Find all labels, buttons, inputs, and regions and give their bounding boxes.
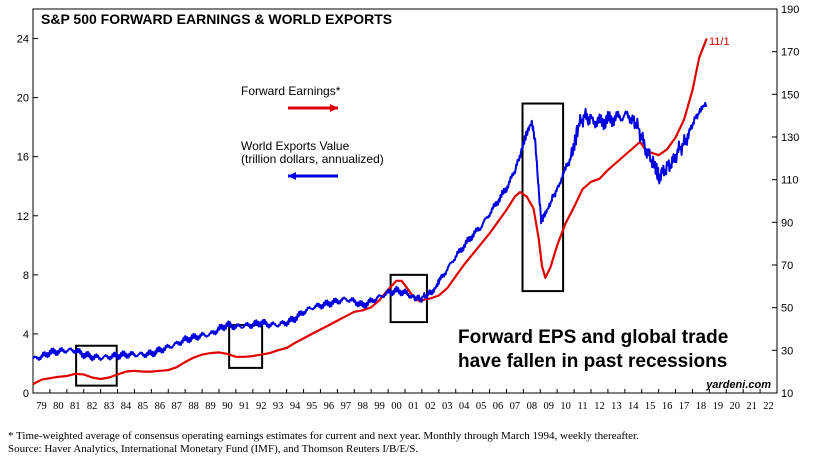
right-tick-label: 110 (781, 175, 799, 187)
x-tick-label: 07 (510, 401, 521, 412)
x-tick-label: 93 (273, 401, 284, 412)
left-tick-label: 0 (23, 388, 29, 400)
x-tick-label: 10 (560, 401, 571, 412)
x-tick-label: 02 (425, 401, 436, 412)
legend-world-exports-sublabel: (trillion dollars, annualized) (241, 152, 384, 166)
x-tick-label: 18 (696, 401, 707, 412)
x-tick-label: 87 (171, 401, 182, 412)
right-axis: 10 30 50 70 90 110 130 150 170 190 (772, 4, 799, 400)
x-tick-label: 20 (729, 401, 740, 412)
x-tick-label: 13 (611, 401, 622, 412)
legend: Forward Earnings* World Exports Value (t… (241, 84, 384, 180)
x-tick-label: 92 (256, 401, 267, 412)
x-tick-label: 14 (628, 401, 639, 412)
x-tick-label: 83 (104, 401, 115, 412)
forward-earnings-line (32, 38, 708, 386)
x-tick-label: 79 (36, 401, 47, 412)
legend-arrow-head (288, 172, 296, 180)
x-tick-label: 99 (374, 401, 385, 412)
latest-date-label: 11/1 (709, 36, 730, 48)
x-tick-label: 22 (763, 401, 774, 412)
x-tick-label: 11 (577, 401, 587, 412)
right-tick-label: 170 (781, 47, 799, 59)
left-tick-label: 4 (23, 329, 29, 341)
left-tick-label: 16 (17, 152, 29, 164)
x-tick-label: 05 (476, 401, 487, 412)
left-tick-label: 24 (17, 34, 29, 46)
right-tick-label: 70 (781, 260, 793, 272)
x-tick-label: 80 (53, 401, 64, 412)
x-tick-label: 95 (307, 401, 318, 412)
x-tick-label: 03 (442, 401, 453, 412)
source-watermark: yardeni.com (705, 379, 771, 391)
x-tick-label: 91 (239, 401, 250, 412)
series-lines (32, 38, 708, 386)
x-tick-label: 00 (391, 401, 402, 412)
x-tick-label: 98 (357, 401, 368, 412)
legend-forward-earnings-arrow (288, 104, 338, 112)
legend-arrow-head (330, 104, 338, 112)
right-tick-label: 10 (781, 388, 793, 400)
footnote-line-2: Source: Haver Analytics, International M… (8, 443, 419, 455)
x-axis: 79 80 81 82 83 84 85 86 87 88 89 90 91 92 93 94 95 96 97 98… (32, 389, 774, 412)
right-tick-label: 130 (781, 132, 799, 144)
x-tick-label: 88 (188, 401, 199, 412)
x-tick-label: 90 (222, 401, 233, 412)
x-tick-label: 09 (543, 401, 554, 412)
x-tick-label: 06 (493, 401, 504, 412)
recession-box (228, 324, 264, 369)
headline-line-2: have fallen in past recessions (458, 351, 727, 372)
legend-world-exports-label: World Exports Value (241, 139, 350, 153)
right-tick-label: 90 (781, 217, 793, 229)
world-exports-line (32, 101, 708, 362)
legend-forward-earnings-label: Forward Earnings* (241, 84, 341, 98)
x-tick-label: 96 (324, 401, 335, 412)
x-tick-label: 21 (746, 401, 757, 412)
legend-world-exports-arrow (288, 172, 338, 180)
chart-title: S&P 500 FORWARD EARNINGS & WORLD EXPORTS (41, 11, 392, 27)
x-tick-label: 01 (408, 401, 419, 412)
right-tick-label: 190 (781, 4, 799, 16)
x-tick-label: 12 (594, 401, 605, 412)
left-tick-label: 20 (17, 93, 29, 105)
left-tick-label: 8 (23, 270, 29, 282)
x-tick-label: 82 (87, 401, 98, 412)
x-tick-label: 89 (205, 401, 216, 412)
headline-line-1: Forward EPS and global trade (458, 327, 728, 348)
x-tick-label: 15 (645, 401, 656, 412)
x-tick-label: 16 (662, 401, 673, 412)
x-tick-label: 97 (341, 401, 352, 412)
x-tick-label: 85 (138, 401, 149, 412)
x-tick-label: 84 (121, 401, 132, 412)
footnote-line-1: * Time-weighted average of consensus ope… (8, 430, 639, 442)
x-tick-label: 81 (70, 401, 81, 412)
x-tick-label: 08 (527, 401, 538, 412)
right-tick-label: 30 (781, 345, 793, 357)
right-tick-label: 50 (781, 303, 793, 315)
x-tick-label: 86 (155, 401, 166, 412)
recession-box (75, 344, 118, 387)
x-tick-label: 94 (290, 401, 301, 412)
x-tick-label: 04 (459, 401, 470, 412)
right-tick-label: 150 (781, 89, 799, 101)
x-tick-label: 19 (713, 401, 724, 412)
recession-box (521, 102, 565, 293)
left-tick-label: 12 (17, 211, 29, 223)
x-tick-label: 17 (679, 401, 690, 412)
left-axis: 0 4 8 12 16 20 24 (17, 34, 38, 400)
